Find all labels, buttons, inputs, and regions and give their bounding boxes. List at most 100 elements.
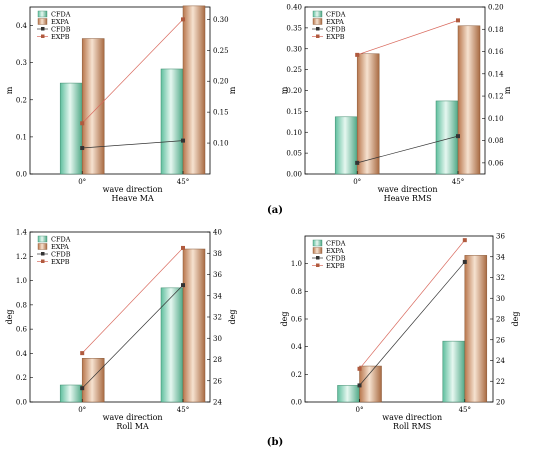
y2-tick-label: 0.25 [213,47,229,55]
x-tick-label: 0° [78,178,86,186]
bar-expa-1 [182,248,206,403]
x-axis-label: wave direction [103,413,163,422]
point-expb-0 [355,52,360,57]
y-axis-label: m [5,86,14,94]
legend-label-cfda: CFDA [51,236,71,244]
y2-tick-label: 0.15 [213,109,229,117]
y2-tick-label: 20 [496,399,505,407]
legend-label-expb: EXPB [326,33,345,41]
x-tick-label: 45° [177,406,189,414]
line-cfdb [357,135,459,164]
y2-tick-label: 0.06 [488,159,504,167]
legend-swatch-cfda [312,10,323,18]
y2-tick-label: 38 [213,250,222,258]
bar-cfda-1 [160,287,184,403]
bar-cfda-0 [337,385,360,403]
point-cfdb-1 [181,283,185,288]
y2-tick-label: 0.30 [213,16,229,24]
y2-tick-label: 30 [213,335,222,343]
y2-axis-label: m [228,86,237,94]
line-cfdb [359,261,466,386]
y2-tick-label: 22 [496,378,505,386]
legend-marker-expb [316,34,320,38]
legend-label-cfdb: CFDB [51,26,71,34]
legend-label-cfdb: CFDB [326,26,346,34]
chart-title: Roll MA [116,422,149,431]
point-expb-0 [80,351,85,356]
legend-label-cfda: CFDA [326,240,346,248]
chart-panel-3: 0.0 0.2 0.4 0.6 0.8 1.0 1.2 1.4 24 26 28 30 32 34 36 38… [5,229,237,432]
y2-tick-label: 36 [496,233,505,241]
y2-tick-label: 32 [213,314,222,322]
y-axis-label: deg [5,310,14,325]
chart-panel-4: 0.0 0.2 0.4 0.6 0.8 1.0 20 22 24 26 28 30 32 34 36 0° 45… [280,233,520,432]
y2-axis-label: deg [511,312,520,327]
legend-marker-expb [41,34,45,38]
legend-marker-cfdb [316,27,320,31]
legend-label-expb: EXPB [326,262,345,270]
legend-label-cfdb: CFDB [326,255,346,263]
legend-swatch-expa [37,18,48,25]
plot-frame [29,6,211,175]
bar-expa-1 [457,25,481,175]
y2-tick-label: 34 [213,292,222,300]
legend-swatch-expa [312,247,323,254]
y-tick-label: 0.00 [286,171,302,179]
point-cfdb-0 [355,160,360,165]
point-cfdb-1 [462,259,467,264]
panel-label-b: (b) [267,437,283,448]
x-axis-label: wave direction [382,413,442,422]
y-tick-label: 0.25 [286,66,302,74]
y2-tick-label: 28 [213,356,222,364]
y2-tick-label: 36 [213,271,222,279]
y2-tick-label: 0.18 [488,26,504,34]
y-tick-label: 1.2 [16,253,27,261]
legend-label-expa: EXPA [51,18,69,26]
point-expb-0 [357,366,362,371]
bar-expa-0 [359,365,382,403]
y-axis-label: m [280,86,289,94]
point-expb-1 [462,238,467,243]
point-expb-1 [456,18,460,23]
x-tick-label: 45° [459,406,471,414]
bar-cfda-1 [160,68,184,175]
y2-axis-label: deg [228,310,237,325]
y-tick-label: 0.4 [16,350,28,358]
y-tick-label: 0.05 [286,150,302,158]
bar-expa-1 [464,255,488,403]
y-tick-label: 0.1 [16,133,27,141]
chart-panel-1: 0.0 0.1 0.2 0.3 0.4 0.10 0.15 0.20 0.25 0.30 0° 45°… [5,5,237,203]
y-tick-label: 0.10 [286,129,302,137]
y-tick-label: 0.2 [16,374,27,382]
legend-swatch-expa [37,243,48,250]
x-tick-label: 45° [177,178,189,186]
bar-cfda-0 [59,82,83,175]
y-tick-label: 0.3 [16,59,27,67]
legend-swatch-expa [312,18,323,25]
y2-tick-label: 40 [213,229,222,237]
bar-expa-0 [81,358,105,403]
y2-tick-label: 0.10 [213,140,229,148]
point-cfdb-0 [80,146,85,151]
y-tick-label: 0.4 [16,22,28,30]
legend-marker-cfdb [41,27,45,31]
y-tick-label: 0.8 [291,288,302,296]
legend-label-expb: EXPB [51,33,70,41]
line-cfdb [81,284,184,389]
chart-title: Roll RMS [393,422,431,431]
legend-swatch-cfda [37,10,48,18]
line-expb [81,247,184,354]
chart-title: Heave MA [111,194,153,203]
line-expb [357,20,459,56]
chart-panel-2: 0.00 0.05 0.10 0.15 0.20 0.25 0.30 0.35 0.40 0.06… [280,4,512,204]
y-tick-label: 0.6 [16,326,28,334]
bar-cfda-0 [334,116,358,175]
legend-label-cfdb: CFDB [51,251,71,259]
bar-expa-0 [356,53,380,175]
y-tick-label: 0.0 [291,399,302,407]
point-cfdb-0 [357,383,362,388]
point-expb-1 [181,17,185,22]
y2-tick-label: 32 [496,274,505,282]
